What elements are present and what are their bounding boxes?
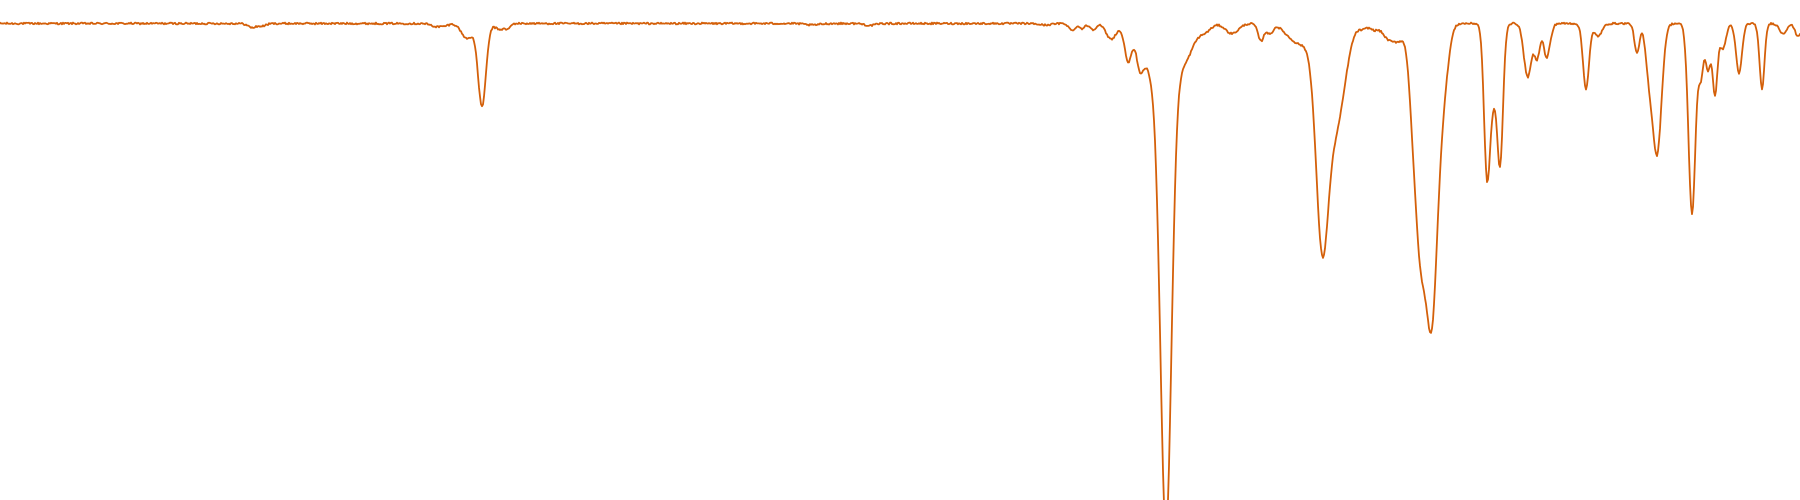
series-layer xyxy=(0,21,1800,500)
series-line-transmittance-trace xyxy=(0,21,1800,500)
